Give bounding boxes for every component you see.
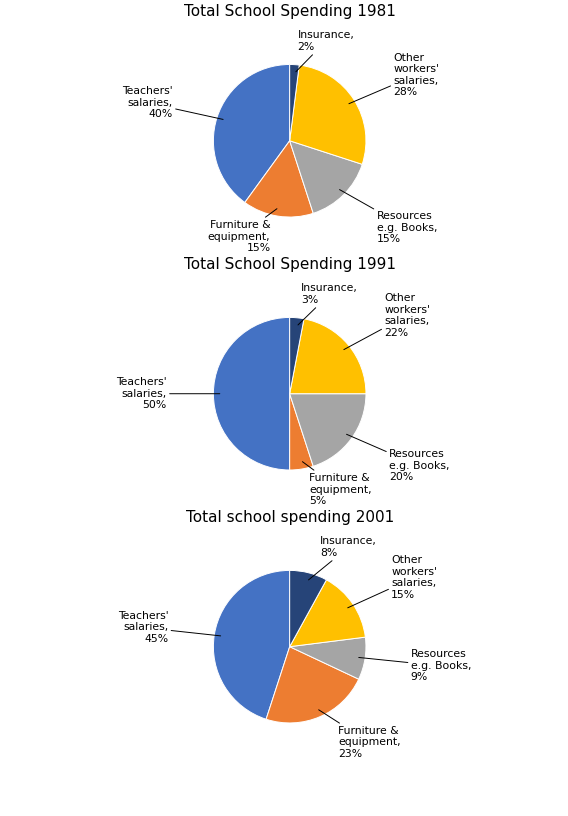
Wedge shape <box>214 64 290 202</box>
Text: Furniture &
equipment,
15%: Furniture & equipment, 15% <box>208 209 277 253</box>
Text: Insurance,
3%: Insurance, 3% <box>298 283 358 325</box>
Wedge shape <box>245 140 313 217</box>
Text: Furniture &
equipment,
5%: Furniture & equipment, 5% <box>302 462 371 506</box>
Wedge shape <box>290 65 366 164</box>
Title: Total School Spending 1991: Total School Spending 1991 <box>183 257 396 272</box>
Text: Teachers'
salaries,
45%: Teachers' salaries, 45% <box>118 611 220 644</box>
Wedge shape <box>290 393 313 470</box>
Wedge shape <box>290 140 362 213</box>
Wedge shape <box>214 570 290 719</box>
Text: Other
workers'
salaries,
28%: Other workers' salaries, 28% <box>349 52 439 104</box>
Text: Insurance,
8%: Insurance, 8% <box>308 536 377 580</box>
Text: Resources
e.g. Books,
15%: Resources e.g. Books, 15% <box>340 189 437 244</box>
Wedge shape <box>214 317 290 470</box>
Wedge shape <box>290 319 366 393</box>
Wedge shape <box>290 580 365 646</box>
Text: Teachers'
salaries,
40%: Teachers' salaries, 40% <box>122 86 223 119</box>
Wedge shape <box>290 317 304 393</box>
Text: Resources
e.g. Books,
9%: Resources e.g. Books, 9% <box>359 650 471 682</box>
Text: Insurance,
2%: Insurance, 2% <box>296 30 354 72</box>
Text: Furniture &
equipment,
23%: Furniture & equipment, 23% <box>319 710 401 759</box>
Wedge shape <box>290 64 299 140</box>
Text: Other
workers'
salaries,
22%: Other workers' salaries, 22% <box>344 293 430 349</box>
Text: Teachers'
salaries,
50%: Teachers' salaries, 50% <box>116 377 220 410</box>
Wedge shape <box>290 637 366 679</box>
Title: Total School Spending 1981: Total School Spending 1981 <box>183 4 396 19</box>
Wedge shape <box>290 570 327 646</box>
Text: Resources
e.g. Books,
20%: Resources e.g. Books, 20% <box>346 434 449 482</box>
Text: Other
workers'
salaries,
15%: Other workers' salaries, 15% <box>348 555 437 608</box>
Wedge shape <box>290 393 366 466</box>
Wedge shape <box>266 646 359 723</box>
Title: Total school spending 2001: Total school spending 2001 <box>186 510 394 525</box>
